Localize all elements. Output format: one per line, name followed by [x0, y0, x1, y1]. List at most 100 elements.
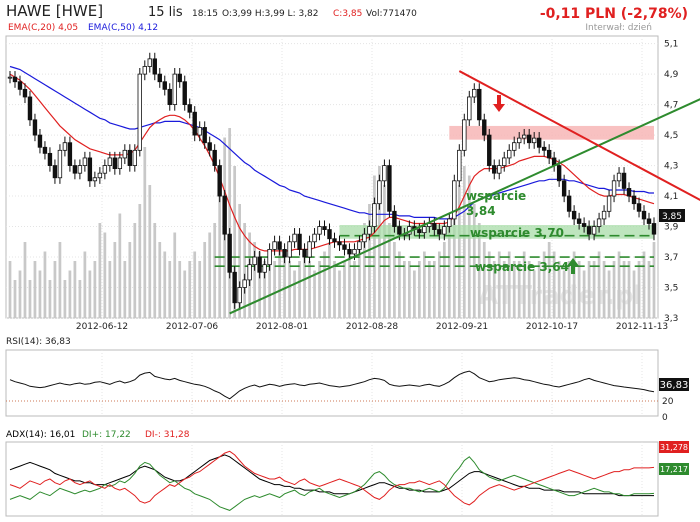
volume-bar: [333, 261, 336, 318]
volume-bar: [442, 242, 446, 318]
candle-body: [37, 134, 43, 148]
adx-legend-adx: ADX(14): 16,01: [6, 430, 75, 440]
price-tick-label: 4,9: [664, 70, 679, 80]
volume-bar: [193, 251, 197, 318]
candle-body: [67, 142, 73, 166]
adx-legend-diminus: DI-: 31,28: [145, 430, 190, 440]
candle-body: [591, 226, 597, 235]
volume-bar: [408, 261, 411, 318]
ticker-label: HAWE [HWE]: [6, 2, 103, 20]
candle-body: [187, 104, 192, 113]
date-tick-label: 2012-06-12: [76, 322, 128, 332]
volume-bar: [617, 251, 621, 318]
close-label: C:3,85: [333, 9, 362, 19]
volume-bar: [348, 251, 351, 318]
volume-bar: [358, 242, 361, 318]
volume-bar: [113, 242, 117, 318]
volume-bar: [557, 261, 561, 318]
candle-body: [212, 149, 217, 166]
candle-body: [422, 226, 427, 234]
date-tick-label: 2012-10-17: [526, 322, 578, 332]
candle-body: [417, 229, 422, 234]
volume-bar: [268, 251, 271, 318]
volume-bar: [148, 185, 152, 318]
candle-body: [631, 195, 637, 205]
volume-bar: [353, 261, 356, 318]
volume-bar: [393, 242, 396, 318]
resistance-zone: [449, 125, 654, 140]
ema50-legend: EMA(C,50) 4,12: [88, 23, 158, 33]
volume-bar: [133, 223, 137, 318]
candle-body: [152, 58, 157, 75]
candle-body: [581, 223, 587, 227]
candle-body: [457, 149, 462, 182]
volume-bar: [238, 204, 242, 318]
volume-bar: [278, 242, 281, 318]
volume-bar: [28, 280, 32, 318]
volume-bar: [457, 185, 461, 318]
time-label: 18:15: [192, 9, 218, 19]
candle-body: [497, 165, 502, 174]
candle-body: [87, 157, 93, 182]
change-label: -0,11 PLN (-2,78%): [540, 6, 688, 22]
candle-body: [397, 226, 402, 235]
rsi-panel-frame: [5, 349, 659, 417]
volume-bar: [582, 270, 586, 318]
candle-body: [342, 244, 347, 250]
volume-bar: [597, 251, 601, 318]
candle-body: [472, 88, 477, 98]
candle-body: [492, 165, 497, 174]
price-tick-label: 3,9: [664, 223, 679, 233]
candle-body: [72, 165, 78, 174]
volume-bar: [532, 270, 536, 318]
candle-body: [531, 137, 537, 144]
volume-bar: [552, 251, 556, 318]
rsi-value-bg: [659, 378, 689, 391]
volume-bar: [203, 242, 207, 318]
interval-label: Interwał: dzień: [585, 23, 652, 33]
candle-body: [62, 142, 68, 151]
candle-body: [387, 165, 392, 212]
volume-bar: [612, 261, 616, 318]
candle-body: [332, 238, 337, 243]
volume-bar: [118, 213, 122, 318]
volume-bar: [462, 166, 466, 318]
volume-bar: [398, 251, 401, 318]
volume-bar: [492, 261, 496, 318]
volume-bar: [517, 261, 521, 318]
candle-body: [117, 157, 123, 170]
volume-bar: [38, 270, 42, 318]
candle-body: [162, 81, 167, 90]
volume-bar: [527, 261, 531, 318]
volume-bar: [178, 261, 182, 318]
price-panel: ATTrader.pl wsparcie 3,84 wsparcie 3,70 …: [5, 23, 700, 332]
price-axis-labels: 5,1 4,9 4,7 4,5 4,3 4,1 3,9 3,7 3,5 3,3: [664, 40, 679, 324]
candle-body: [392, 210, 397, 227]
volume-bar: [632, 270, 636, 318]
volume-bar: [647, 261, 651, 318]
rsi-value: 36,83: [660, 380, 689, 391]
candle-body: [202, 127, 207, 144]
volume-bar: [642, 251, 646, 318]
ema50-line: [9, 65, 654, 220]
date-label: 15 lis: [148, 5, 183, 20]
volume-bar: [198, 261, 202, 318]
volume-bar: [83, 251, 87, 318]
candle-body: [556, 165, 562, 182]
candle-body: [626, 188, 632, 197]
volume-bar: [43, 251, 47, 318]
date-tick-label: 2012-08-28: [346, 322, 399, 332]
candle-body: [32, 119, 38, 136]
candle-body: [312, 233, 317, 243]
volume-bar: [48, 280, 52, 318]
volume-bar: [522, 251, 526, 318]
candle-body: [566, 195, 572, 212]
candle-body: [327, 229, 332, 240]
candle-body: [122, 149, 128, 159]
volume-bar: [233, 166, 237, 318]
volume-bar: [487, 251, 491, 318]
volume-bar: [318, 261, 321, 318]
candle-body: [541, 146, 547, 151]
volume-bar: [143, 147, 147, 318]
